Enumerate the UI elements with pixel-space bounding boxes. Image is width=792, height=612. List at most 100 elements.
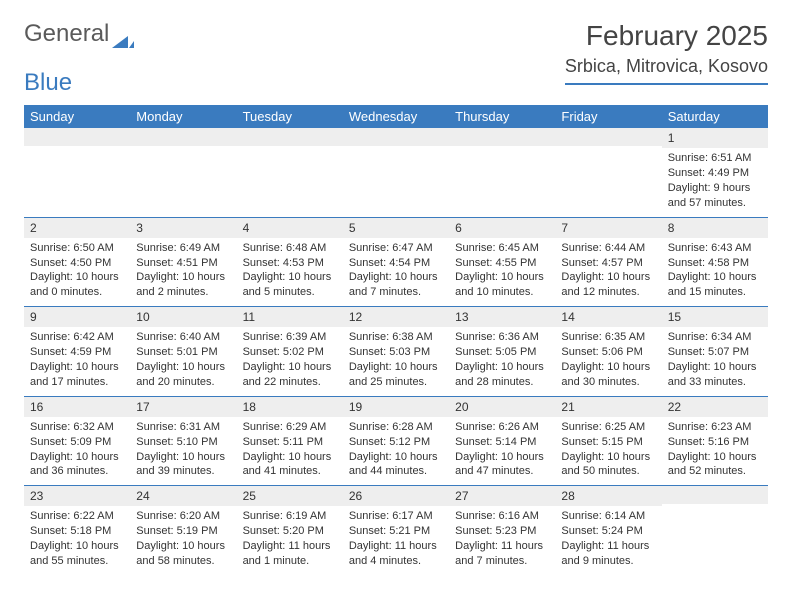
daylight-text: Daylight: 10 hours and 33 minutes. bbox=[668, 360, 762, 390]
sunset-text: Sunset: 4:53 PM bbox=[243, 256, 337, 271]
sunset-text: Sunset: 5:23 PM bbox=[455, 524, 549, 539]
day-body: Sunrise: 6:23 AMSunset: 5:16 PMDaylight:… bbox=[662, 417, 768, 485]
daylight-text: Daylight: 10 hours and 25 minutes. bbox=[349, 360, 443, 390]
daylight-text: Daylight: 10 hours and 10 minutes. bbox=[455, 270, 549, 300]
day-cell: 20Sunrise: 6:26 AMSunset: 5:14 PMDayligh… bbox=[449, 397, 555, 486]
daylight-text: Daylight: 11 hours and 7 minutes. bbox=[455, 539, 549, 569]
day-cell: 1Sunrise: 6:51 AMSunset: 4:49 PMDaylight… bbox=[662, 128, 768, 217]
day-number: 21 bbox=[555, 397, 661, 417]
day-number: 1 bbox=[662, 128, 768, 148]
sunset-text: Sunset: 5:18 PM bbox=[30, 524, 124, 539]
dayname-thursday: Thursday bbox=[449, 105, 555, 128]
daylight-text: Daylight: 11 hours and 9 minutes. bbox=[561, 539, 655, 569]
day-cell: 3Sunrise: 6:49 AMSunset: 4:51 PMDaylight… bbox=[130, 218, 236, 307]
sunrise-text: Sunrise: 6:25 AM bbox=[561, 420, 655, 435]
day-body: Sunrise: 6:20 AMSunset: 5:19 PMDaylight:… bbox=[130, 506, 236, 574]
day-cell: 28 Sunrise: 6:14 AMSunset: 5:24 PMDayligh… bbox=[555, 486, 661, 575]
sunset-text: Sunset: 5:21 PM bbox=[349, 524, 443, 539]
day-number: 17 bbox=[130, 397, 236, 417]
day-cell: 8Sunrise: 6:43 AMSunset: 4:58 PMDaylight… bbox=[662, 218, 768, 307]
daylight-text: Daylight: 10 hours and 47 minutes. bbox=[455, 450, 549, 480]
sunset-text: Sunset: 5:19 PM bbox=[136, 524, 230, 539]
week-row: 16Sunrise: 6:32 AMSunset: 5:09 PMDayligh… bbox=[24, 396, 768, 486]
day-body: Sunrise: 6:44 AMSunset: 4:57 PMDaylight:… bbox=[555, 238, 661, 306]
sunset-text: Sunset: 4:59 PM bbox=[30, 345, 124, 360]
sunrise-text: Sunrise: 6:32 AM bbox=[30, 420, 124, 435]
sunset-text: Sunset: 4:57 PM bbox=[561, 256, 655, 271]
sunset-text: Sunset: 4:55 PM bbox=[455, 256, 549, 271]
weeks-container: 1Sunrise: 6:51 AMSunset: 4:49 PMDaylight… bbox=[24, 128, 768, 575]
day-body: Sunrise: 6:51 AMSunset: 4:49 PMDaylight:… bbox=[662, 148, 768, 216]
week-row: 9Sunrise: 6:42 AMSunset: 4:59 PMDaylight… bbox=[24, 306, 768, 396]
daylight-text: Daylight: 10 hours and 7 minutes. bbox=[349, 270, 443, 300]
day-number bbox=[555, 128, 661, 146]
day-number: 7 bbox=[555, 218, 661, 238]
day-number: 10 bbox=[130, 307, 236, 327]
sunset-text: Sunset: 5:10 PM bbox=[136, 435, 230, 450]
day-number: 11 bbox=[237, 307, 343, 327]
day-cell: 25Sunrise: 6:19 AMSunset: 5:20 PMDayligh… bbox=[237, 486, 343, 575]
dayname-saturday: Saturday bbox=[662, 105, 768, 128]
dayname-wednesday: Wednesday bbox=[343, 105, 449, 128]
day-number: 12 bbox=[343, 307, 449, 327]
sunset-text: Sunset: 5:12 PM bbox=[349, 435, 443, 450]
day-cell: 13Sunrise: 6:36 AMSunset: 5:05 PMDayligh… bbox=[449, 307, 555, 396]
day-number: 15 bbox=[662, 307, 768, 327]
week-row: 23Sunrise: 6:22 AMSunset: 5:18 PMDayligh… bbox=[24, 485, 768, 575]
empty-cell bbox=[130, 128, 236, 217]
day-number bbox=[662, 486, 768, 504]
sunrise-text: Sunrise: 6:20 AM bbox=[136, 509, 230, 524]
daylight-text: Daylight: 10 hours and 2 minutes. bbox=[136, 270, 230, 300]
sunrise-text: Sunrise: 6:44 AM bbox=[561, 241, 655, 256]
location: Srbica, Mitrovica, Kosovo bbox=[565, 56, 768, 77]
logo-word1: General bbox=[24, 20, 109, 48]
day-number: 28 bbox=[555, 486, 661, 506]
day-number: 4 bbox=[237, 218, 343, 238]
empty-cell bbox=[662, 486, 768, 575]
sunrise-text: Sunrise: 6:14 AM bbox=[561, 509, 655, 524]
week-row: 1Sunrise: 6:51 AMSunset: 4:49 PMDaylight… bbox=[24, 128, 768, 217]
sunrise-text: Sunrise: 6:35 AM bbox=[561, 330, 655, 345]
day-cell: 16Sunrise: 6:32 AMSunset: 5:09 PMDayligh… bbox=[24, 397, 130, 486]
day-cell: 2Sunrise: 6:50 AMSunset: 4:50 PMDaylight… bbox=[24, 218, 130, 307]
daylight-text: Daylight: 10 hours and 58 minutes. bbox=[136, 539, 230, 569]
daylight-text: Daylight: 10 hours and 52 minutes. bbox=[668, 450, 762, 480]
sunrise-text: Sunrise: 6:39 AM bbox=[243, 330, 337, 345]
daylight-text: Daylight: 10 hours and 36 minutes. bbox=[30, 450, 124, 480]
daylight-text: Daylight: 10 hours and 22 minutes. bbox=[243, 360, 337, 390]
daylight-text: Daylight: 10 hours and 15 minutes. bbox=[668, 270, 762, 300]
day-body: Sunrise: 6:34 AMSunset: 5:07 PMDaylight:… bbox=[662, 327, 768, 395]
day-cell: 5Sunrise: 6:47 AMSunset: 4:54 PMDaylight… bbox=[343, 218, 449, 307]
sunrise-text: Sunrise: 6:19 AM bbox=[243, 509, 337, 524]
day-number: 18 bbox=[237, 397, 343, 417]
day-body: Sunrise: 6:39 AMSunset: 5:02 PMDaylight:… bbox=[237, 327, 343, 395]
empty-cell bbox=[237, 128, 343, 217]
day-body: Sunrise: 6:48 AMSunset: 4:53 PMDaylight:… bbox=[237, 238, 343, 306]
calendar: Sunday Monday Tuesday Wednesday Thursday… bbox=[24, 105, 768, 575]
day-body: Sunrise: 6:25 AMSunset: 5:15 PMDaylight:… bbox=[555, 417, 661, 485]
sunset-text: Sunset: 5:06 PM bbox=[561, 345, 655, 360]
sunset-text: Sunset: 5:15 PM bbox=[561, 435, 655, 450]
day-number: 9 bbox=[24, 307, 130, 327]
day-cell: 21Sunrise: 6:25 AMSunset: 5:15 PMDayligh… bbox=[555, 397, 661, 486]
sunrise-text: Sunrise: 6:49 AM bbox=[136, 241, 230, 256]
sunrise-text: Sunrise: 6:38 AM bbox=[349, 330, 443, 345]
day-number: 20 bbox=[449, 397, 555, 417]
day-body: Sunrise: 6:38 AMSunset: 5:03 PMDaylight:… bbox=[343, 327, 449, 395]
day-number: 19 bbox=[343, 397, 449, 417]
daylight-text: Daylight: 10 hours and 17 minutes. bbox=[30, 360, 124, 390]
sunset-text: Sunset: 5:11 PM bbox=[243, 435, 337, 450]
day-cell: 23Sunrise: 6:22 AMSunset: 5:18 PMDayligh… bbox=[24, 486, 130, 575]
sunrise-text: Sunrise: 6:31 AM bbox=[136, 420, 230, 435]
day-number: 23 bbox=[24, 486, 130, 506]
day-body: Sunrise: 6:22 AMSunset: 5:18 PMDaylight:… bbox=[24, 506, 130, 574]
day-cell: 15Sunrise: 6:34 AMSunset: 5:07 PMDayligh… bbox=[662, 307, 768, 396]
day-number: 25 bbox=[237, 486, 343, 506]
sunrise-text: Sunrise: 6:26 AM bbox=[455, 420, 549, 435]
sunset-text: Sunset: 5:01 PM bbox=[136, 345, 230, 360]
sunset-text: Sunset: 4:51 PM bbox=[136, 256, 230, 271]
sunset-text: Sunset: 5:02 PM bbox=[243, 345, 337, 360]
day-body: Sunrise: 6:32 AMSunset: 5:09 PMDaylight:… bbox=[24, 417, 130, 485]
sunset-text: Sunset: 5:24 PM bbox=[561, 524, 655, 539]
sunrise-text: Sunrise: 6:29 AM bbox=[243, 420, 337, 435]
